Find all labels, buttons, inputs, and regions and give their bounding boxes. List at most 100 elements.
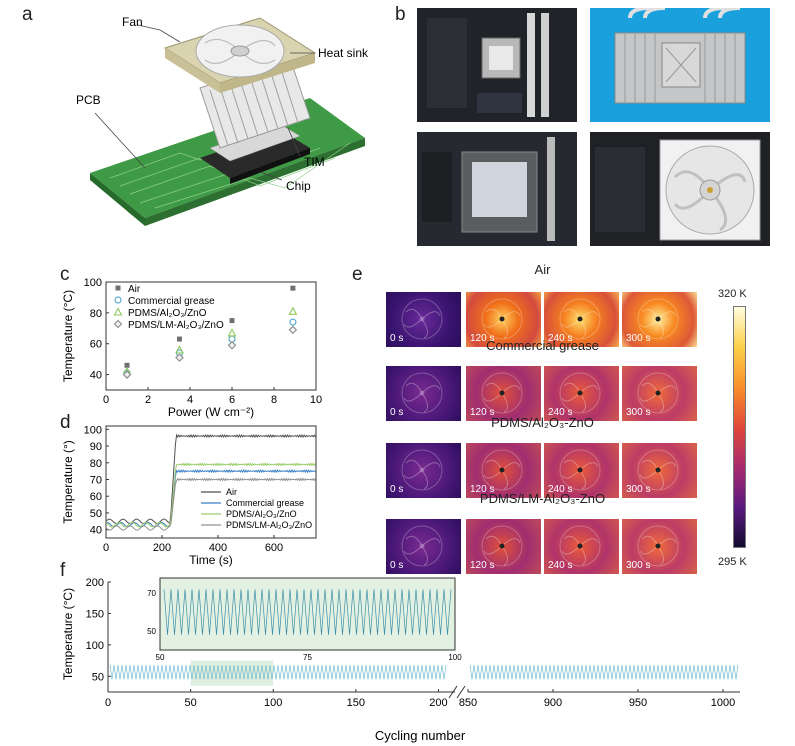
chart-c-xlabel: Power (W cm⁻²) xyxy=(168,405,254,419)
panel-label-f: f xyxy=(60,560,66,581)
thermal-time-label: 240 s xyxy=(548,484,573,495)
chart-f-ytick-label: 200 xyxy=(86,577,104,589)
thermal-time-label: 300 s xyxy=(626,407,651,418)
chart-c-point xyxy=(122,370,132,379)
chart-d-legend-label: Air xyxy=(226,487,237,497)
chart-d-series-line xyxy=(105,433,316,525)
thermal-image: 0 s xyxy=(386,292,461,347)
chart-f-inset-xtick-label: 100 xyxy=(448,653,462,662)
chart-d-series-line xyxy=(105,477,316,531)
chart-f-ytick-label: 50 xyxy=(92,671,104,683)
photo-motherboard-cpu xyxy=(417,8,577,122)
thermal-image: 0 s xyxy=(386,366,461,421)
thermal-image: 0 s xyxy=(386,519,461,574)
chart-f-inset-ytick-label: 70 xyxy=(147,589,156,598)
chart-d-ytick-label: 50 xyxy=(90,508,102,520)
chart-c-xtick-label: 0 xyxy=(103,394,109,406)
thermal-image: 300 s xyxy=(622,366,697,421)
thermal-time-label: 300 s xyxy=(626,484,651,495)
thermal-image: 120 s xyxy=(466,519,541,574)
thermal-row-title: PDMS/LM-Al₂O₃-ZnO xyxy=(479,491,606,506)
fan-outline-icon xyxy=(481,449,523,491)
chart-f-axis-break xyxy=(456,685,466,699)
chart-c-point xyxy=(124,362,130,368)
chart-c-xtick-label: 10 xyxy=(310,394,322,406)
chart-d-series-line xyxy=(105,462,316,528)
thermal-time-label: 240 s xyxy=(548,333,573,344)
chip-label: Chip xyxy=(286,179,311,193)
thermal-row-title: Air xyxy=(534,262,551,277)
chart-f-series-line xyxy=(469,664,739,680)
fan-outline-icon xyxy=(481,372,523,414)
thermal-time-label: 120 s xyxy=(470,560,495,571)
chart-d-xtick-label: 600 xyxy=(265,542,283,554)
chart-c-legend-marker xyxy=(113,319,123,329)
chart-c-xtick-label: 2 xyxy=(145,394,151,406)
chart-c-legend-label: PDMS/LM-Al₂O₃/ZnO xyxy=(128,320,224,331)
chart-c-legend-marker xyxy=(114,296,122,304)
thermal-image-grid: Air 0 s 120 s 240 s 300 s Commercial grease 0 … xyxy=(380,262,710,577)
photo-fan-installed xyxy=(590,132,770,246)
chart-c-frame xyxy=(105,281,317,391)
heat-sink-label: Heat sink xyxy=(318,46,369,60)
chart-f-xtick-label: 100 xyxy=(264,697,282,709)
photo-tim-applied xyxy=(417,132,577,246)
thermal-image: 120 s xyxy=(466,443,541,498)
thermal-image: 120 s xyxy=(466,366,541,421)
chart-c-legend-label: Air xyxy=(128,284,141,295)
chart-f-ylabel: Temperature (°C) xyxy=(61,588,75,680)
photo-heat-sink xyxy=(590,8,770,122)
chart-cycling: 50 100 150 200 0 50 100 150 200 850 900 950 1000 50… xyxy=(61,577,740,743)
chart-c-point xyxy=(288,325,298,335)
thermal-time-label: 0 s xyxy=(390,560,404,571)
cooler-schematic: Fan Heat sink PCB TIM Chip xyxy=(76,15,369,226)
chart-c-point xyxy=(227,328,237,337)
chart-d-ytick-label: 40 xyxy=(90,525,102,537)
chart-f-xtick-label: 200 xyxy=(429,697,447,709)
chart-d-ylabel: Temperature (°) xyxy=(61,440,75,524)
chart-f-series-line xyxy=(109,664,447,680)
chart-f-xtick-label: 50 xyxy=(184,697,196,709)
chart-f-xtick-label: 850 xyxy=(459,697,477,709)
tim-label: TIM xyxy=(304,155,325,169)
chart-d-legend-label: Commercial grease xyxy=(226,498,304,508)
chart-f-inset-ytick-label: 50 xyxy=(147,627,156,636)
chart-c-point xyxy=(175,345,184,354)
thermal-image: 0 s xyxy=(386,443,461,498)
thermal-time-label: 120 s xyxy=(470,484,495,495)
chart-c-point xyxy=(288,306,298,315)
colorbar-min-label: 295 K xyxy=(718,556,747,568)
chart-f-inset-frame xyxy=(159,577,456,651)
fan-label: Fan xyxy=(122,15,143,29)
chart-d-ytick-label: 60 xyxy=(90,491,102,503)
chart-d-ytick-label: 70 xyxy=(90,474,102,486)
chart-c-point xyxy=(227,340,237,350)
fan-outline-icon xyxy=(637,298,679,340)
thermal-image: 120 s xyxy=(466,292,541,347)
chart-f-highlight-band xyxy=(190,660,274,686)
thermal-time-label: 0 s xyxy=(390,484,404,495)
chart-f-axis-break xyxy=(448,685,458,699)
thermal-time-label: 0 s xyxy=(390,333,404,344)
thermal-time-label: 240 s xyxy=(548,560,573,571)
thermal-image: 240 s xyxy=(544,366,619,421)
chart-c-legend-marker xyxy=(113,307,123,316)
chart-c-point xyxy=(290,285,296,291)
chart-c-ytick-label: 60 xyxy=(90,339,102,351)
fan-outline-icon xyxy=(559,372,601,414)
fan-outline-icon xyxy=(401,372,443,414)
colorbar-max-label: 320 K xyxy=(718,288,747,300)
thermal-image: 300 s xyxy=(622,519,697,574)
pcb-label: PCB xyxy=(76,93,101,107)
chart-d-xtick-label: 400 xyxy=(209,542,227,554)
fan-outline-icon xyxy=(481,525,523,567)
chart-f-xlabel: Cycling number xyxy=(375,728,466,743)
fan-outline-icon xyxy=(637,525,679,567)
chart-d-legend-label: PDMS/LM-Al₂O₃/ZnO xyxy=(226,520,312,530)
panel-label-d: d xyxy=(60,412,71,433)
thermal-time-label: 300 s xyxy=(626,333,651,344)
chart-f-xtick-label: 900 xyxy=(544,697,562,709)
thermal-row-title: Commercial grease xyxy=(486,338,599,353)
panel-label-b: b xyxy=(395,4,406,25)
